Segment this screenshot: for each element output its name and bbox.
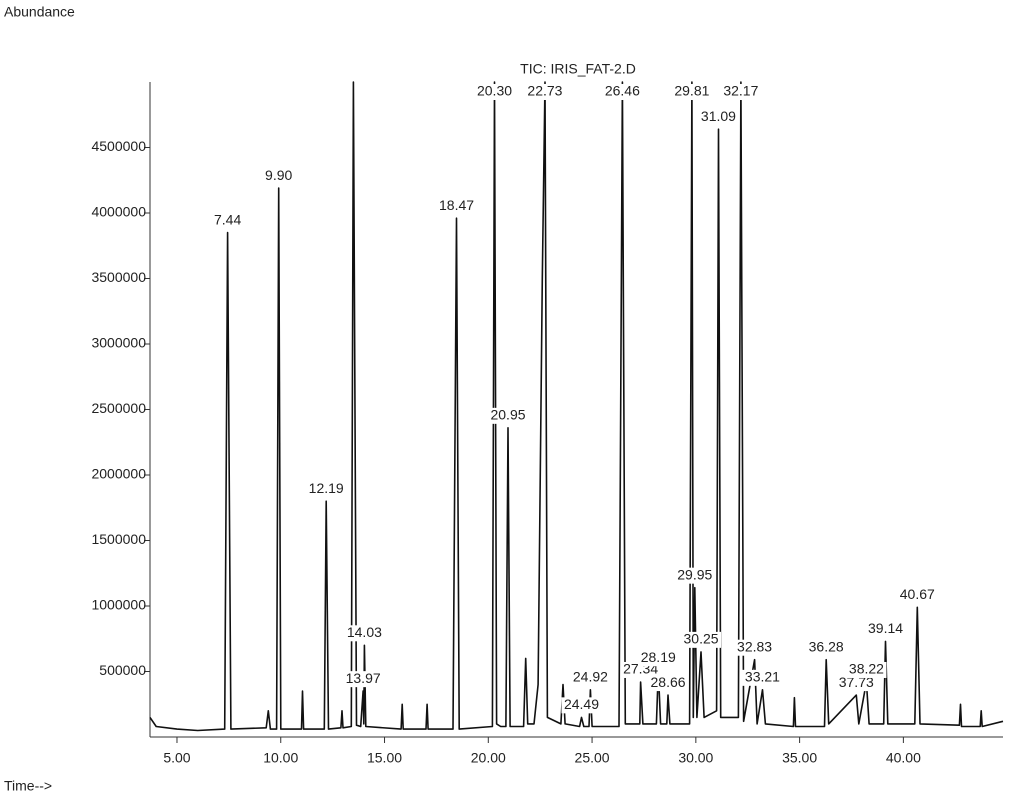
peak-label-bg: [897, 587, 938, 604]
peak-label-bg: [343, 671, 384, 688]
peak-label-bg: [474, 84, 515, 100]
peak-label: 14.03: [347, 624, 382, 640]
peak-label-bg: [836, 675, 877, 692]
peak-label-bg: [742, 669, 783, 686]
y-tick-label: 3500000: [91, 269, 146, 285]
y-tick-label: 2000000: [91, 466, 146, 482]
y-tick-label: 2500000: [91, 400, 146, 416]
peak-label: 13.97: [346, 670, 381, 686]
peak-label: 38.22: [849, 661, 884, 677]
peak-label-bg: [648, 675, 689, 692]
x-tick-label: 40.00: [886, 750, 921, 766]
peak-label: 29.81: [674, 83, 709, 99]
x-tick-label: 25.00: [575, 750, 610, 766]
peak-label: 9.90: [265, 167, 292, 183]
peak-label: 12.19: [309, 480, 344, 496]
y-tick-label: 500000: [99, 662, 146, 678]
x-tick-label: 5.00: [163, 750, 190, 766]
peak-label-bg: [865, 621, 906, 638]
peak-label: 32.83: [737, 638, 772, 654]
peak-label-bg: [671, 84, 712, 100]
x-tick-label: 35.00: [782, 750, 817, 766]
peak-label: 28.19: [641, 649, 676, 665]
peak-label: 20.95: [490, 407, 525, 423]
peak-label-bg: [488, 407, 529, 424]
peak-label: 36.28: [809, 638, 844, 654]
peak-label: 22.73: [527, 83, 562, 99]
peak-label-bg: [681, 631, 722, 648]
x-axis-label: Time-->: [4, 778, 52, 794]
x-tick-label: 15.00: [367, 750, 402, 766]
y-tick-label: 1000000: [91, 597, 146, 613]
peak-label-bg: [734, 639, 775, 656]
peak-label: 20.30: [477, 83, 512, 99]
peak-label-bg: [258, 168, 299, 185]
peak-label: 28.66: [651, 674, 686, 690]
peak-label-bg: [436, 198, 477, 215]
peak-label-bg: [638, 650, 679, 667]
chart-title: TIC: IRIS_FAT-2.D: [520, 61, 636, 77]
peak-label: 24.92: [573, 669, 608, 685]
y-tick-label: 4500000: [91, 138, 146, 154]
y-axis-label: Abundance: [4, 4, 75, 20]
peak-label-bg: [207, 212, 248, 229]
peak-label-bg: [720, 84, 761, 100]
peak-label-bg: [561, 697, 602, 714]
peak-label-bg: [806, 639, 847, 656]
peak-label: 39.14: [868, 620, 903, 636]
y-tick-label: 3000000: [91, 335, 146, 351]
peak-label-bg: [524, 84, 565, 100]
peak-label: 31.09: [701, 108, 736, 124]
peak-label-bg: [602, 84, 643, 100]
peak-label: 24.49: [564, 696, 599, 712]
x-tick-label: 30.00: [678, 750, 713, 766]
peak-label: 7.44: [214, 211, 241, 227]
peak-label-bg: [344, 625, 385, 642]
peak-label: 33.21: [745, 669, 780, 685]
x-tick-label: 20.00: [471, 750, 506, 766]
peak-label-bg: [846, 661, 887, 678]
peak-label: 26.46: [605, 83, 640, 99]
peak-label-bg: [674, 567, 715, 584]
chromatogram-trace: [149, 81, 1004, 732]
peak-label: 29.95: [677, 566, 712, 582]
x-tick-label: 10.00: [263, 750, 298, 766]
peak-label: 32.17: [723, 83, 758, 99]
peak-label-bg: [306, 481, 347, 498]
y-tick-label: 1500000: [91, 531, 146, 547]
y-tick-label: 4000000: [91, 204, 146, 220]
peak-label: 40.67: [900, 586, 935, 602]
peak-label: 18.47: [439, 197, 474, 213]
peak-label-bg: [698, 109, 739, 126]
peak-label: 30.25: [684, 631, 719, 647]
peak-label-bg: [570, 669, 611, 686]
